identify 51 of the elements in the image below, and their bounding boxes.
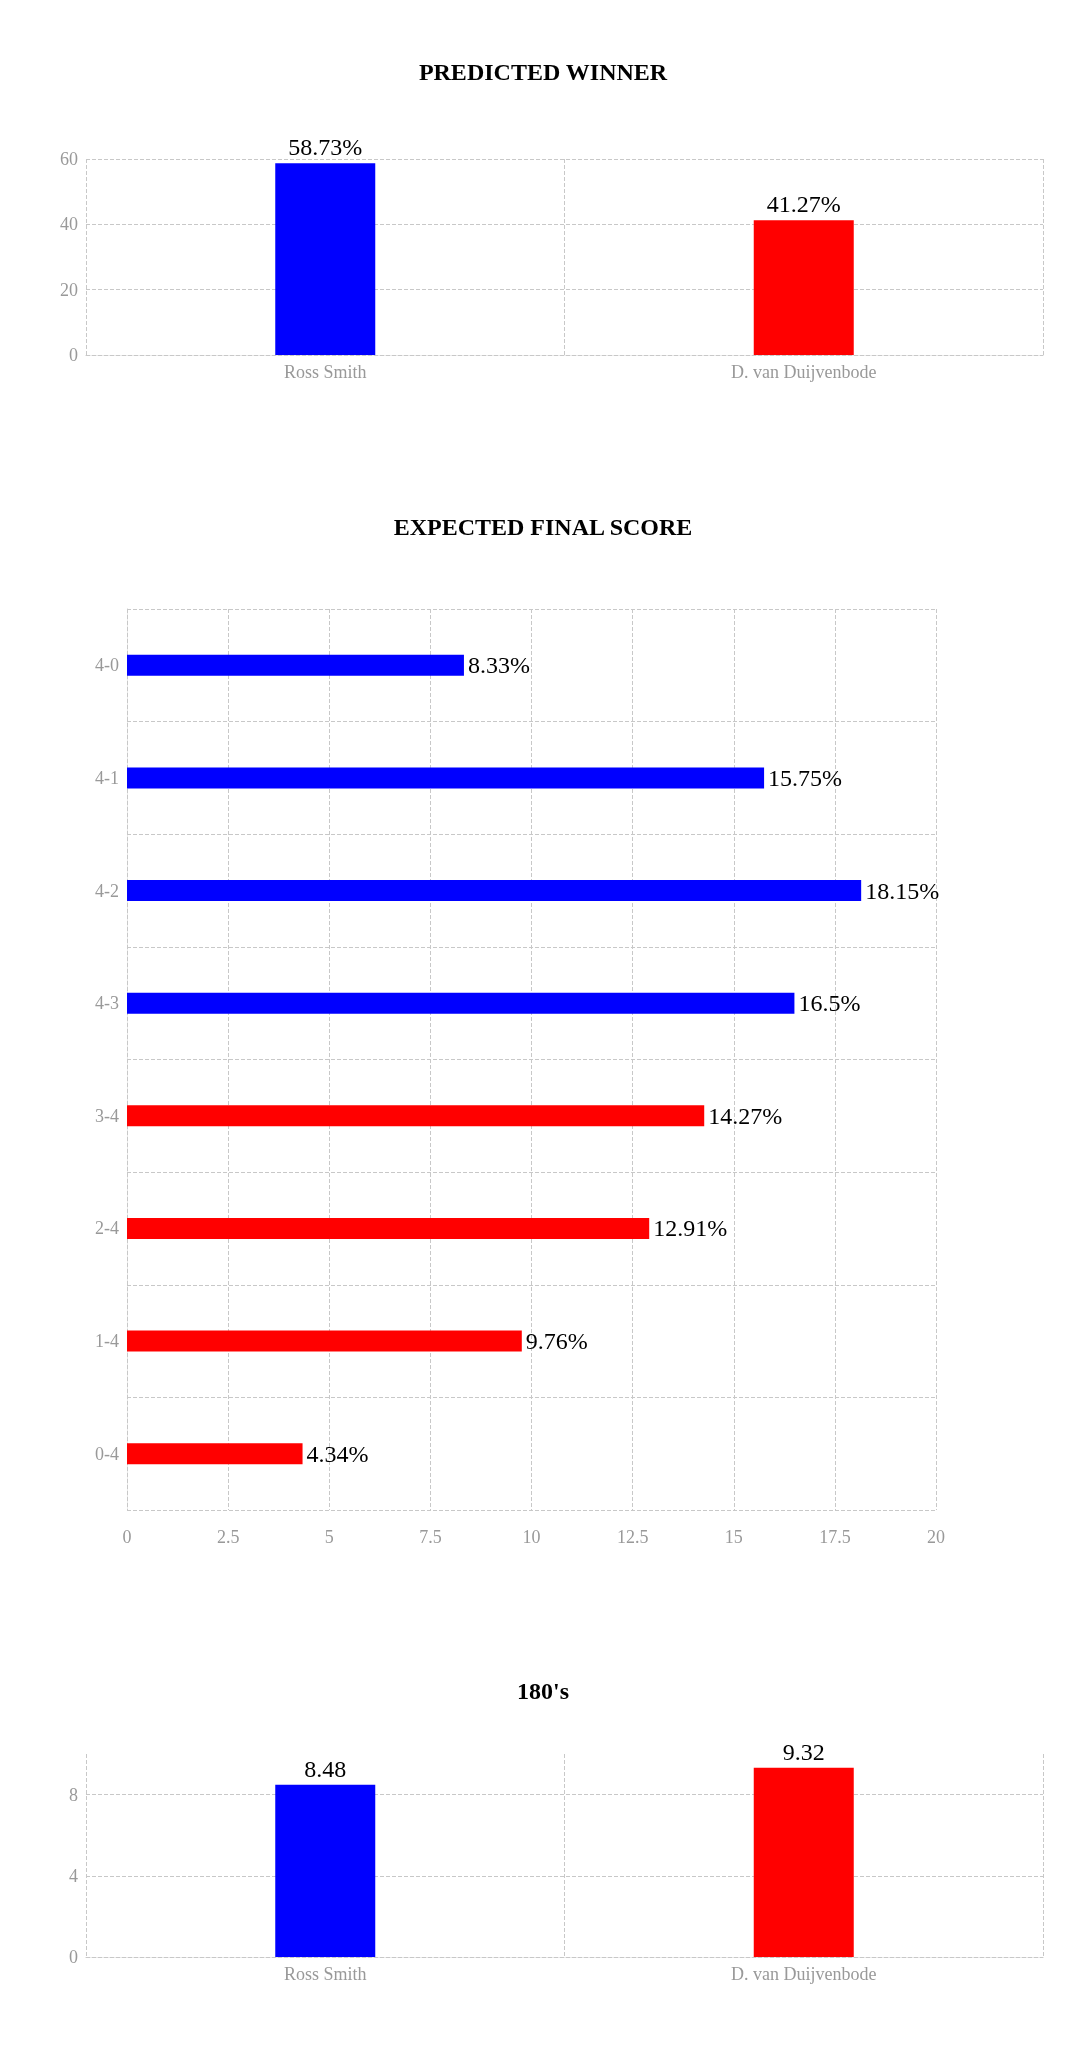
x-tick-label: 10	[522, 1527, 541, 1547]
x-tick-label: 20	[927, 1527, 945, 1547]
y-tick-label: 4-0	[95, 655, 119, 676]
y-tick-label: 20	[60, 279, 78, 300]
x-tick-label: D. van Duijvenbode	[731, 1964, 877, 1984]
x-tick-label: 2.5	[216, 1527, 240, 1547]
y-tick-label: 0	[69, 345, 78, 365]
bar	[127, 1330, 522, 1352]
y-tick-label: 4	[69, 1865, 78, 1886]
y-tick-label: 4-2	[95, 880, 119, 901]
bar	[127, 654, 464, 676]
bar	[127, 1443, 303, 1465]
data-label: 12.91%	[653, 1215, 728, 1242]
x-tick-label: Ross Smith	[283, 1964, 367, 1984]
x-tick-label: 0	[122, 1527, 132, 1547]
x-tick-label: 5	[324, 1527, 334, 1547]
y-tick-label: 40	[60, 214, 78, 235]
x-tick-label: 12.5	[616, 1527, 649, 1547]
data-label: 15.75%	[768, 764, 843, 791]
data-label: 9.76%	[525, 1328, 588, 1355]
x-tick-label: 7.5	[419, 1527, 442, 1547]
y-tick-label: 0	[69, 1947, 78, 1967]
bar	[127, 1217, 650, 1239]
data-label: 4.34%	[306, 1440, 369, 1467]
chart-title: PREDICTED WINNER	[418, 59, 668, 85]
bar	[127, 1105, 705, 1127]
chart-title: EXPECTED FINAL SCORE	[393, 514, 693, 540]
data-label: 18.15%	[865, 877, 940, 904]
data-label: 9.32	[782, 1738, 825, 1765]
x-tick-label: 15	[724, 1527, 743, 1547]
data-label: 8.33%	[467, 652, 530, 679]
y-tick-label: 1-4	[95, 1331, 119, 1352]
y-tick-label: 4-1	[95, 767, 119, 788]
data-label: 58.73%	[288, 134, 363, 161]
y-tick-label: 3-4	[95, 1105, 119, 1126]
y-tick-label: 4-3	[95, 993, 119, 1014]
bar	[127, 880, 862, 902]
y-tick-label: 8	[69, 1784, 78, 1805]
data-label: 41.27%	[766, 191, 841, 218]
y-tick-label: 60	[60, 149, 78, 169]
bar	[127, 992, 795, 1014]
data-label: 14.27%	[708, 1102, 783, 1129]
data-label: 8.48	[304, 1755, 347, 1782]
y-tick-label: 0-4	[95, 1443, 119, 1464]
data-label: 16.5%	[798, 990, 861, 1017]
x-tick-label: 17.5	[819, 1527, 851, 1547]
chart-title: 180's	[516, 1678, 570, 1704]
x-tick-label: D. van Duijvenbode	[731, 362, 877, 382]
x-tick-label: Ross Smith	[283, 362, 367, 382]
y-tick-label: 2-4	[95, 1218, 119, 1239]
bar	[127, 767, 765, 789]
